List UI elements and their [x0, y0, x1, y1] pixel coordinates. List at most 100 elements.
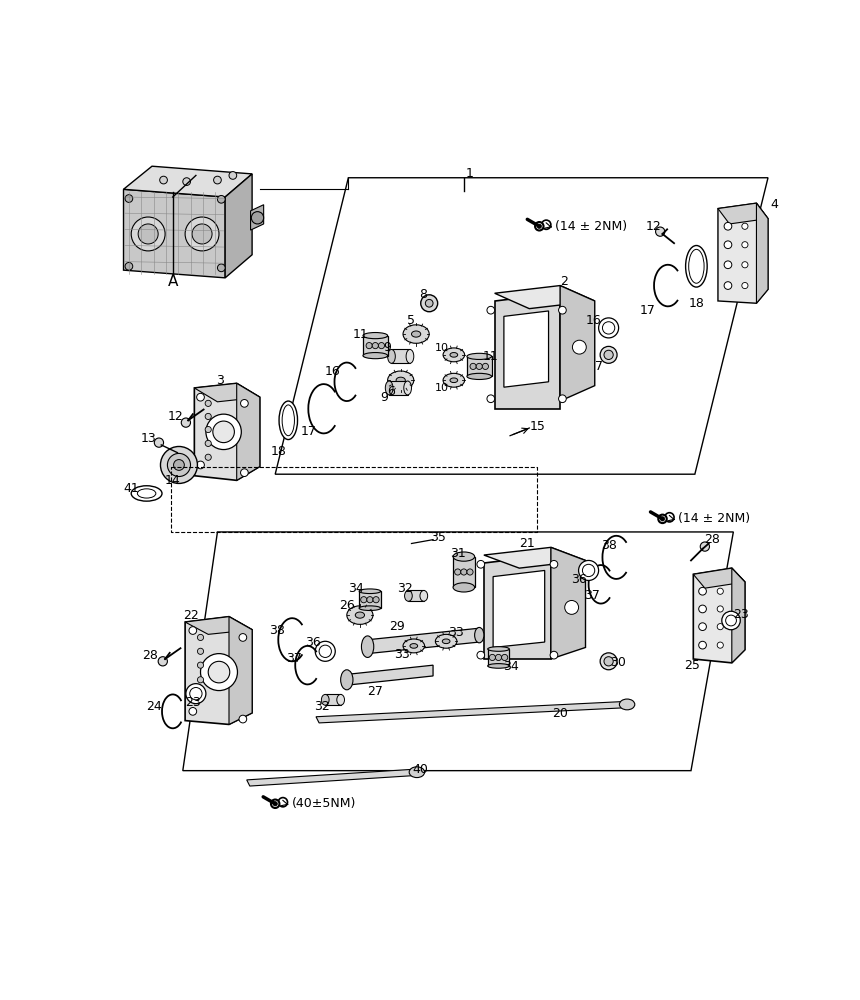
Circle shape: [655, 227, 665, 236]
Polygon shape: [237, 383, 260, 480]
Circle shape: [218, 264, 225, 272]
Polygon shape: [229, 617, 252, 724]
Polygon shape: [693, 568, 745, 588]
Ellipse shape: [404, 590, 412, 601]
Circle shape: [206, 454, 212, 460]
Ellipse shape: [404, 381, 411, 395]
Polygon shape: [185, 617, 252, 634]
Polygon shape: [484, 547, 586, 568]
Text: 33: 33: [395, 648, 410, 661]
Text: (14 ± 2NM): (14 ± 2NM): [678, 512, 750, 525]
Text: 16: 16: [586, 314, 601, 327]
Ellipse shape: [410, 644, 418, 648]
Text: 13: 13: [140, 432, 156, 445]
Ellipse shape: [341, 670, 353, 690]
Circle shape: [378, 343, 384, 349]
Circle shape: [604, 350, 613, 359]
Circle shape: [241, 400, 249, 407]
Circle shape: [487, 395, 494, 403]
Circle shape: [742, 223, 748, 229]
Polygon shape: [494, 286, 595, 309]
Ellipse shape: [403, 639, 425, 653]
Text: 15: 15: [530, 420, 546, 433]
Circle shape: [717, 606, 723, 612]
Polygon shape: [467, 356, 492, 376]
Circle shape: [495, 654, 501, 661]
Text: 17: 17: [639, 304, 655, 317]
Circle shape: [550, 560, 558, 568]
Text: 40: 40: [412, 763, 428, 776]
Text: 9: 9: [383, 341, 390, 354]
Circle shape: [125, 195, 132, 202]
Circle shape: [742, 282, 748, 289]
Text: 4: 4: [771, 198, 778, 211]
Ellipse shape: [453, 583, 475, 592]
Circle shape: [185, 217, 219, 251]
Circle shape: [206, 414, 242, 450]
Text: 21: 21: [519, 537, 535, 550]
Text: 6: 6: [387, 385, 395, 398]
Circle shape: [229, 172, 237, 179]
Text: 12: 12: [168, 410, 184, 423]
Text: 28: 28: [142, 649, 157, 662]
Text: (40±5NM): (40±5NM): [292, 797, 356, 810]
Polygon shape: [347, 665, 433, 685]
Polygon shape: [493, 570, 544, 647]
Polygon shape: [488, 649, 509, 666]
Circle shape: [538, 224, 542, 228]
Polygon shape: [183, 532, 734, 771]
Circle shape: [724, 261, 732, 269]
Text: 37: 37: [585, 589, 600, 602]
Circle shape: [198, 691, 204, 697]
Circle shape: [742, 242, 748, 248]
Ellipse shape: [347, 606, 373, 624]
Circle shape: [181, 418, 191, 427]
Circle shape: [189, 708, 197, 715]
Ellipse shape: [359, 589, 381, 594]
Ellipse shape: [363, 333, 388, 339]
Circle shape: [722, 611, 740, 630]
Text: 18: 18: [689, 297, 704, 310]
Text: 7: 7: [594, 360, 603, 373]
Text: 33: 33: [448, 626, 464, 639]
Ellipse shape: [361, 636, 374, 657]
Polygon shape: [250, 205, 264, 230]
Circle shape: [200, 654, 237, 691]
Ellipse shape: [689, 249, 704, 283]
Circle shape: [600, 346, 617, 363]
Polygon shape: [560, 286, 595, 401]
Circle shape: [154, 438, 163, 447]
Ellipse shape: [443, 348, 464, 362]
Ellipse shape: [453, 552, 475, 561]
Circle shape: [366, 343, 372, 349]
Circle shape: [573, 340, 587, 354]
Circle shape: [198, 662, 204, 668]
Circle shape: [197, 393, 205, 401]
Circle shape: [470, 363, 476, 369]
Circle shape: [174, 460, 184, 470]
Circle shape: [192, 224, 212, 244]
Circle shape: [477, 651, 485, 659]
Circle shape: [316, 641, 335, 661]
Circle shape: [550, 651, 558, 659]
Ellipse shape: [488, 647, 509, 651]
Circle shape: [239, 715, 247, 723]
Circle shape: [125, 262, 132, 270]
Circle shape: [138, 224, 158, 244]
Circle shape: [208, 661, 230, 683]
Ellipse shape: [279, 401, 298, 440]
Text: 31: 31: [450, 547, 465, 560]
Circle shape: [582, 564, 595, 577]
Text: 10: 10: [435, 383, 449, 393]
Circle shape: [660, 517, 665, 521]
Circle shape: [476, 363, 482, 369]
Circle shape: [603, 322, 615, 334]
Ellipse shape: [475, 627, 484, 643]
Polygon shape: [718, 203, 768, 224]
Polygon shape: [391, 349, 410, 363]
Polygon shape: [693, 568, 745, 663]
Circle shape: [698, 587, 706, 595]
Text: 34: 34: [348, 582, 364, 595]
Text: 36: 36: [305, 636, 321, 649]
Circle shape: [161, 446, 198, 483]
